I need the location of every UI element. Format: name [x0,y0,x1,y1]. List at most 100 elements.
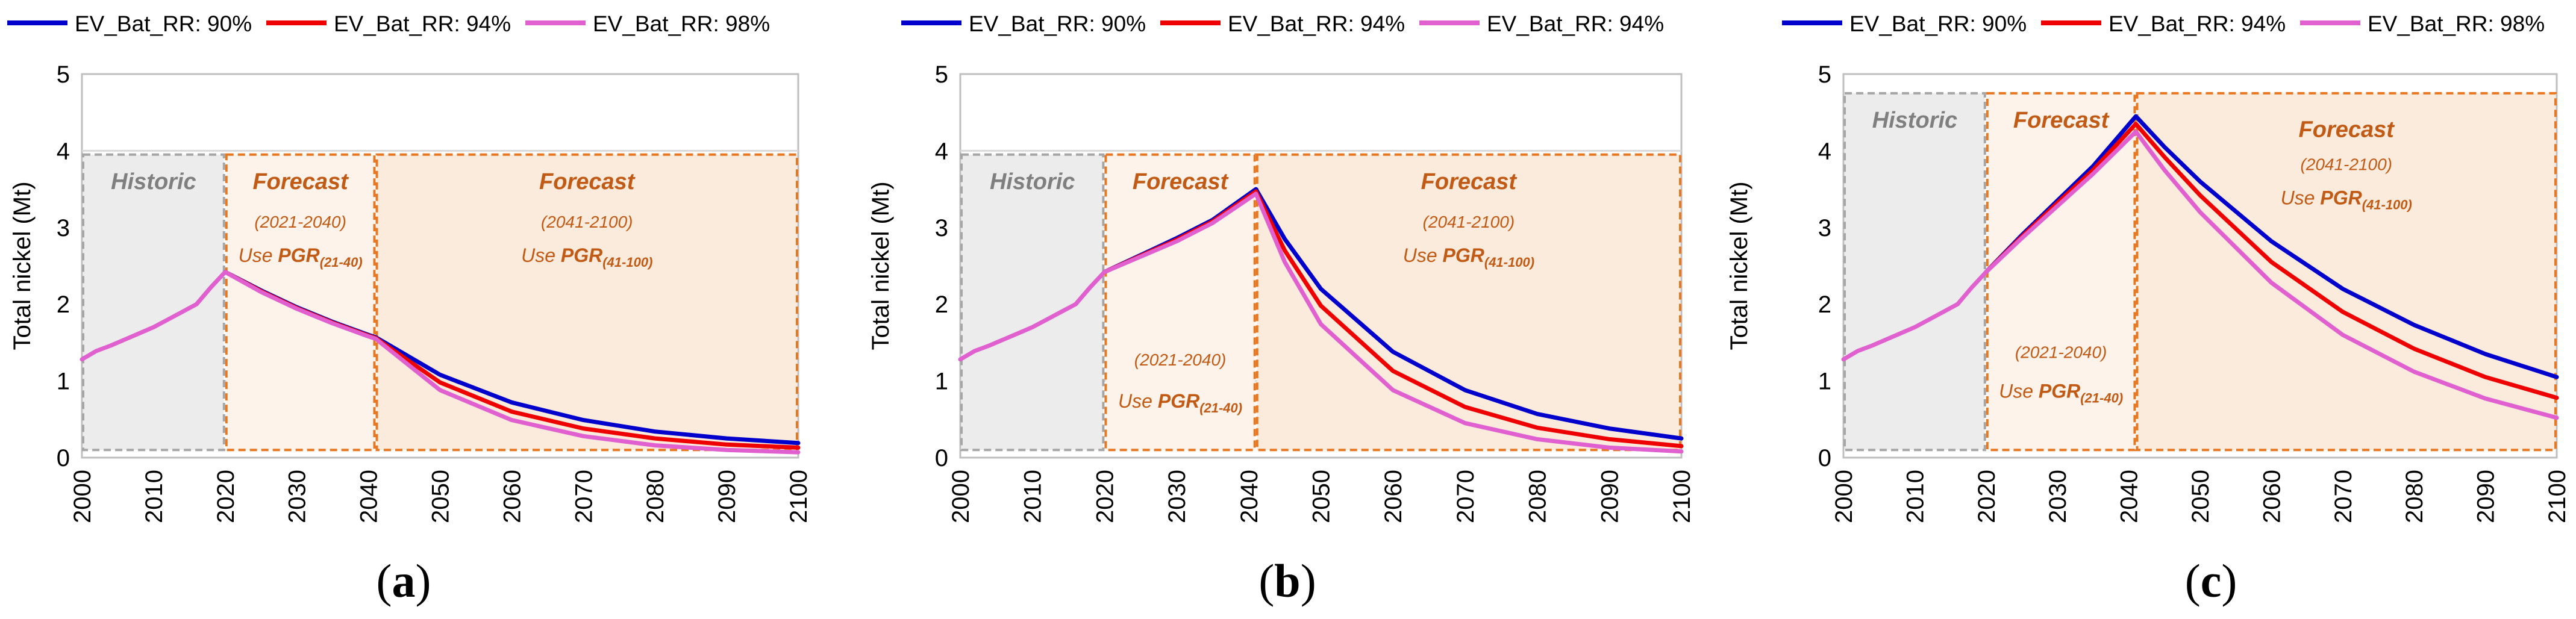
region-historic-box [82,153,225,452]
panel-letter-c: (c) [2184,555,2237,607]
panel-b: Historic Forecast (2021-2040) Use PGR(21-40… [858,0,1717,619]
x-tick-label-0: 2000 [1831,470,1857,523]
region-forecast-box [1104,153,1256,452]
x-tick-label-0: 2000 [69,470,96,523]
line-chart-a: Historic Forecast (2021-2040) Use PGR(21-40… [7,11,812,523]
x-tick-label-6: 2060 [1380,470,1407,523]
x-tick-label-3: 2030 [2045,470,2071,523]
x-tick-label-1: 2010 [141,470,167,523]
region-use-pgr: Use PGR(21-40) [1118,390,1242,415]
x-tick-label-7: 2070 [571,470,597,523]
region-title: Historic [990,169,1075,194]
x-tick-label-1: 2010 [1020,470,1046,523]
x-tick-label-3: 2030 [284,470,311,523]
legend-entry-0: EV_Bat_RR: 90% [1849,11,2027,36]
x-tick-label-5: 2050 [2187,470,2214,523]
region-historic-box [1843,92,1986,452]
x-tick-label-2: 2020 [1974,470,2000,523]
x-tick-label-8: 2080 [642,470,669,523]
region-title: Forecast [1421,169,1518,194]
region-title: Historic [111,169,196,194]
legend-entry-2: EV_Bat_RR: 94% [1487,11,1664,36]
series-line-2 [1102,191,1684,454]
y-tick-label-4: 4 [935,138,948,164]
y-tick-label-3: 3 [57,215,70,241]
y-tick-label-5: 5 [57,61,70,88]
x-tick-label-2: 2020 [1092,470,1118,523]
x-tick-label-2: 2020 [213,470,239,523]
x-tick-label-4: 2040 [2116,470,2143,523]
series-line-2 [223,270,801,455]
y-axis-label: Total nickel (Mt) [1726,181,1752,350]
y-tick-label-4: 4 [1818,138,1831,164]
series-line-2 [1984,129,2559,420]
region-title: Forecast [539,169,636,194]
region-title: Historic [1872,108,1957,133]
historic-line [958,270,1107,362]
region-period: (2041-2100) [2300,155,2392,173]
y-tick-label-3: 3 [935,215,948,241]
region-use-pgr: Use PGR(41-100) [521,244,652,270]
panel-c: Historic Forecast (2021-2040) Use PGR(21-40… [1717,0,2575,619]
x-tick-label-5: 2050 [428,470,454,523]
region-title: Forecast [1133,169,1229,194]
region-title: Forecast [2013,108,2110,133]
x-tick-label-9: 2090 [714,470,740,523]
line-chart-b: Historic Forecast (2021-2040) Use PGR(21-40… [868,11,1695,523]
legend-entry-0: EV_Bat_RR: 90% [75,11,252,36]
historic-line [80,270,228,362]
region-title: Forecast [252,169,349,194]
region-use-pgr: Use PGR(21-40) [239,244,363,270]
x-tick-label-4: 2040 [356,470,383,523]
y-tick-label-2: 2 [1818,291,1831,318]
x-tick-label-10: 2100 [2544,470,2571,523]
x-tick-label-5: 2050 [1308,470,1335,523]
legend-entry-0: EV_Bat_RR: 90% [969,11,1146,36]
region-forecast-box [1255,153,1681,452]
historic-line [1841,270,1989,362]
region-period: (2041-2100) [1423,213,1515,231]
x-tick-label-3: 2030 [1164,470,1190,523]
region-period: (2021-2040) [254,213,346,231]
region-forecast-box [2136,92,2557,452]
panel-a: Historic Forecast (2021-2040) Use PGR(21-40… [0,0,858,619]
x-tick-label-6: 2060 [2259,470,2285,523]
y-tick-label-1: 1 [1818,369,1831,395]
x-tick-label-10: 2100 [786,470,812,523]
y-axis-label: Total nickel (Mt) [868,181,894,350]
y-tick-label-2: 2 [57,291,70,318]
x-tick-label-8: 2080 [1525,470,1551,523]
x-tick-label-9: 2090 [1596,470,1623,523]
region-use-pgr: Use PGR(41-100) [2281,187,2412,213]
panel-letter-a: (a) [376,555,431,607]
y-tick-label-2: 2 [935,291,948,318]
legend-entry-1: EV_Bat_RR: 94% [2109,11,2286,36]
y-tick-label-3: 3 [1818,215,1831,241]
region-use-pgr: Use PGR(41-100) [1403,244,1534,270]
x-tick-label-1: 2010 [1902,470,1928,523]
x-tick-label-6: 2060 [499,470,525,523]
legend-entry-1: EV_Bat_RR: 94% [334,11,511,36]
region-period: (2021-2040) [1134,350,1227,369]
x-tick-label-0: 2000 [948,470,974,523]
region-title: Forecast [2299,117,2395,142]
region-forecast-box [375,153,798,452]
x-tick-label-4: 2040 [1236,470,1263,523]
y-tick-label-1: 1 [935,369,948,395]
y-tick-label-0: 0 [1818,445,1831,471]
x-tick-label-7: 2070 [2330,470,2357,523]
y-tick-label-0: 0 [57,445,70,471]
region-period: (2041-2100) [541,213,633,231]
region-period: (2021-2040) [2015,343,2107,361]
y-tick-label-5: 5 [935,61,948,88]
legend-entry-2: EV_Bat_RR: 98% [593,11,770,36]
panel-letter-b: (b) [1258,555,1316,607]
region-forecast-box [225,153,376,452]
x-tick-label-10: 2100 [1669,470,1695,523]
legend-entry-2: EV_Bat_RR: 98% [2368,11,2545,36]
y-axis-label: Total nickel (Mt) [9,181,36,350]
x-tick-label-8: 2080 [2401,470,2428,523]
y-tick-label-4: 4 [57,138,70,164]
line-chart-c: Historic Forecast (2021-2040) Use PGR(21-40… [1726,11,2571,523]
y-tick-label-0: 0 [935,445,948,471]
